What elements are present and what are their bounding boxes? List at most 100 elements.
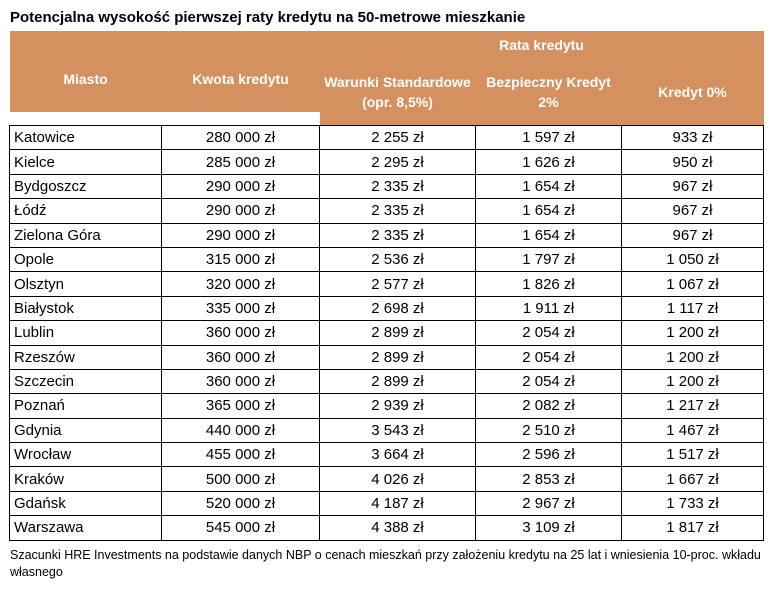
- safe-loan-installment-cell: 1 911 zł: [475, 296, 622, 322]
- standard-installment-cell: 2 698 zł: [319, 296, 476, 322]
- safe-loan-installment-cell: 2 054 zł: [475, 369, 622, 395]
- loan-amount-cell: 320 000 zł: [161, 271, 320, 297]
- table-body: Katowice 280 000 zł 2 255 zł 1 597 zł 933 zł…: [9, 124, 764, 541]
- safe-loan-installment-cell: 2 510 zł: [475, 418, 622, 444]
- safe-loan-installment-cell: 2 853 zł: [475, 466, 622, 492]
- table-row: Kielce 285 000 zł 2 295 zł 1 626 zł 950 zł: [9, 149, 764, 175]
- loan-amount-cell: 360 000 zł: [161, 369, 320, 395]
- standard-installment-cell: 2 577 zł: [319, 271, 476, 297]
- table-row: Szczecin 360 000 zł 2 899 zł 2 054 zł 1 200 …: [9, 369, 764, 395]
- standard-installment-cell: 4 026 zł: [319, 466, 476, 492]
- city-cell: Olsztyn: [9, 271, 162, 297]
- header-loan-amount: Kwota kredytu: [161, 45, 320, 113]
- loan-amount-cell: 335 000 zł: [161, 296, 320, 322]
- city-cell: Bydgoszcz: [9, 174, 162, 200]
- zero-loan-installment-cell: 967 zł: [621, 174, 764, 200]
- standard-installment-cell: 2 335 zł: [319, 223, 476, 248]
- standard-installment-cell: 2 255 zł: [319, 124, 476, 151]
- city-cell: Warszawa: [9, 515, 162, 541]
- zero-loan-installment-cell: 1 467 zł: [621, 418, 764, 444]
- city-cell: Kraków: [9, 466, 162, 492]
- footnote: Szacunki HRE Investments na podstawie da…: [10, 548, 761, 579]
- loan-amount-cell: 290 000 zł: [161, 174, 320, 200]
- table-row: Warszawa 545 000 zł 4 388 zł 3 109 zł 1 817 …: [9, 515, 764, 541]
- safe-loan-installment-cell: 1 654 zł: [475, 198, 622, 224]
- city-cell: Gdańsk: [9, 491, 162, 517]
- zero-loan-installment-cell: 1 517 zł: [621, 442, 764, 468]
- header-standard-conditions: Warunki Standardowe (opr. 8,5%): [319, 58, 476, 126]
- zero-loan-installment-cell: 950 zł: [621, 149, 764, 175]
- standard-installment-cell: 2 536 zł: [319, 247, 476, 273]
- loan-amount-cell: 440 000 zł: [161, 418, 320, 444]
- city-cell: Rzeszów: [9, 345, 162, 370]
- table-row: Katowice 280 000 zł 2 255 zł 1 597 zł 933 zł: [9, 124, 764, 151]
- city-cell: Łódź: [9, 198, 162, 224]
- city-cell: Wrocław: [9, 442, 162, 468]
- loan-amount-cell: 360 000 zł: [161, 345, 320, 370]
- safe-loan-installment-cell: 1 654 zł: [475, 223, 622, 248]
- table-row: Kraków 500 000 zł 4 026 zł 2 853 zł 1 667 zł: [9, 466, 764, 492]
- standard-installment-cell: 2 899 zł: [319, 320, 476, 346]
- table-row: Rzeszów 360 000 zł 2 899 zł 2 054 zł 1 200 z…: [9, 345, 764, 370]
- standard-installment-cell: 4 388 zł: [319, 515, 476, 541]
- zero-loan-installment-cell: 1 117 zł: [621, 296, 764, 322]
- safe-loan-installment-cell: 1 826 zł: [475, 271, 622, 297]
- table-row: Bydgoszcz 290 000 zł 2 335 zł 1 654 zł 967 z…: [9, 174, 764, 200]
- zero-loan-installment-cell: 1 050 zł: [621, 247, 764, 273]
- zero-loan-installment-cell: 1 200 zł: [621, 369, 764, 395]
- table-row: Gdańsk 520 000 zł 4 187 zł 2 967 zł 1 733 zł: [9, 491, 764, 517]
- zero-loan-installment-cell: 1 817 zł: [621, 515, 764, 541]
- standard-installment-cell: 2 899 zł: [319, 345, 476, 370]
- table-row: Olsztyn 320 000 zł 2 577 zł 1 826 zł 1 067 z…: [9, 271, 764, 297]
- zero-loan-installment-cell: 1 067 zł: [621, 271, 764, 297]
- zero-loan-installment-cell: 967 zł: [621, 223, 764, 248]
- table-row: Opole 315 000 zł 2 536 zł 1 797 zł 1 050 zł: [9, 247, 764, 273]
- zero-loan-installment-cell: 1 200 zł: [621, 345, 764, 370]
- loan-amount-cell: 455 000 zł: [161, 442, 320, 468]
- city-cell: Kielce: [9, 149, 162, 175]
- loan-amount-cell: 290 000 zł: [161, 223, 320, 248]
- loan-amount-cell: 360 000 zł: [161, 320, 320, 346]
- table-title: Potencjalna wysokość pierwszej raty kred…: [10, 9, 526, 26]
- safe-loan-installment-cell: 2 054 zł: [475, 320, 622, 346]
- safe-loan-installment-cell: 3 109 zł: [475, 515, 622, 541]
- standard-installment-cell: 4 187 zł: [319, 491, 476, 517]
- zero-loan-installment-cell: 1 667 zł: [621, 466, 764, 492]
- loan-amount-cell: 500 000 zł: [161, 466, 320, 492]
- standard-installment-cell: 2 939 zł: [319, 393, 476, 419]
- safe-loan-installment-cell: 1 597 zł: [475, 124, 622, 151]
- header-group-installment: Rata kredytu: [319, 31, 764, 58]
- city-cell: Katowice: [9, 124, 162, 151]
- zero-loan-installment-cell: 1 217 zł: [621, 393, 764, 419]
- standard-installment-cell: 2 335 zł: [319, 174, 476, 200]
- loan-amount-cell: 280 000 zł: [161, 124, 320, 151]
- city-cell: Lublin: [9, 320, 162, 346]
- table-row: Białystok 335 000 zł 2 698 zł 1 911 zł 1 117…: [9, 296, 764, 322]
- safe-loan-installment-cell: 2 596 zł: [475, 442, 622, 468]
- city-cell: Poznań: [9, 393, 162, 419]
- safe-loan-installment-cell: 2 082 zł: [475, 393, 622, 419]
- loan-amount-cell: 365 000 zł: [161, 393, 320, 419]
- city-cell: Szczecin: [9, 369, 162, 395]
- safe-loan-installment-cell: 1 797 zł: [475, 247, 622, 273]
- city-cell: Opole: [9, 247, 162, 273]
- city-cell: Gdynia: [9, 418, 162, 444]
- zero-loan-installment-cell: 1 733 zł: [621, 491, 764, 517]
- standard-installment-cell: 3 543 zł: [319, 418, 476, 444]
- table-row: Zielona Góra 290 000 zł 2 335 zł 1 654 zł 96…: [9, 223, 764, 248]
- standard-installment-cell: 2 335 zł: [319, 198, 476, 224]
- city-cell: Zielona Góra: [9, 223, 162, 248]
- header-safe-loan: Bezpieczny Kredyt 2%: [475, 58, 622, 126]
- table-row: Poznań 365 000 zł 2 939 zł 2 082 zł 1 217 zł: [9, 393, 764, 419]
- loan-amount-cell: 290 000 zł: [161, 198, 320, 224]
- table-row: Gdynia 440 000 zł 3 543 zł 2 510 zł 1 467 zł: [9, 418, 764, 444]
- safe-loan-installment-cell: 2 054 zł: [475, 345, 622, 370]
- loan-amount-cell: 285 000 zł: [161, 149, 320, 175]
- zero-loan-installment-cell: 1 200 zł: [621, 320, 764, 346]
- table-row: Lublin 360 000 zł 2 899 zł 2 054 zł 1 200 zł: [9, 320, 764, 346]
- standard-installment-cell: 3 664 zł: [319, 442, 476, 468]
- zero-loan-installment-cell: 967 zł: [621, 198, 764, 224]
- safe-loan-installment-cell: 1 626 zł: [475, 149, 622, 175]
- loan-amount-cell: 520 000 zł: [161, 491, 320, 517]
- safe-loan-installment-cell: 2 967 zł: [475, 491, 622, 517]
